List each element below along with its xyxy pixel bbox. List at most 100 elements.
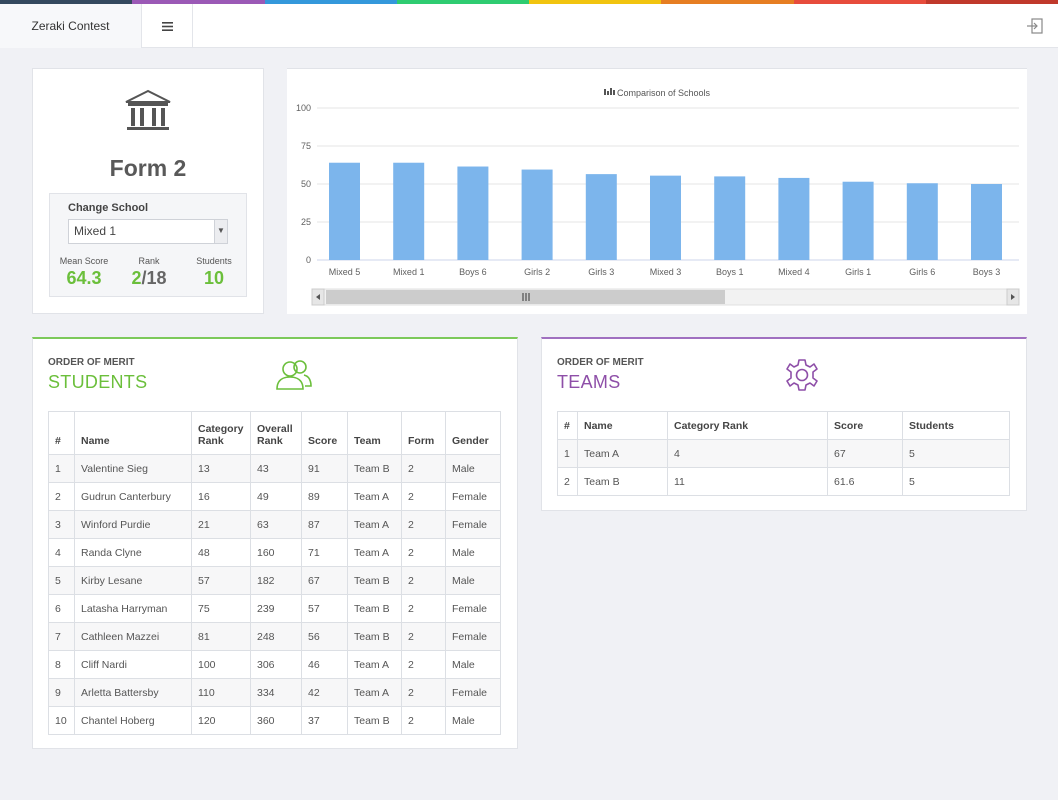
- students-col-header[interactable]: Form: [401, 411, 446, 455]
- teams-table-cell: Team B: [577, 467, 668, 496]
- teams-table-row[interactable]: 2 Team B 11 61.6 5: [557, 467, 1010, 496]
- chart-scroll-right-arrow-icon: [1011, 294, 1015, 300]
- chart-title: Comparison of Schools: [617, 88, 711, 98]
- teams-col-header[interactable]: Name: [577, 411, 668, 440]
- students-table-cell: 2: [401, 482, 446, 511]
- teams-table-header: # Name Category Rank Score Students: [557, 411, 1010, 440]
- teams-table-cell: 1: [557, 439, 578, 468]
- teams-table-cell: 2: [557, 467, 578, 496]
- teams-table-cell: 5: [902, 439, 1010, 468]
- mean-score-label: Mean Score: [59, 256, 109, 266]
- students-table-cell: 120: [191, 706, 251, 735]
- students-table-row[interactable]: 3 Winford Purdie 21 63 87 Team A 2 Female: [48, 510, 501, 539]
- chart-x-tick-label: Girls 6: [909, 267, 935, 277]
- strip-segment: [132, 0, 265, 4]
- students-col-header[interactable]: Gender: [445, 411, 501, 455]
- teams-merit-panel: ORDER OF MERIT TEAMS # Name Category Rank S…: [541, 337, 1027, 511]
- sign-out-icon[interactable]: [1026, 17, 1044, 35]
- students-col-header[interactable]: Score: [301, 411, 348, 455]
- students-col-header[interactable]: Overall Rank: [250, 411, 302, 455]
- students-table-row[interactable]: 6 Latasha Harryman 75 239 57 Team B 2 Female: [48, 594, 501, 623]
- students-table-header: # Name Category Rank Overall Rank Score Team F…: [48, 411, 501, 455]
- chart-y-tick-label: 0: [306, 255, 311, 265]
- students-table-cell: Cliff Nardi: [74, 650, 192, 679]
- school-box: Change School Mixed 1 ▼ Mean Score 64.3 …: [49, 193, 247, 297]
- students-table-cell: 110: [191, 678, 251, 707]
- teams-col-header[interactable]: #: [557, 411, 578, 440]
- chart-bar: [585, 174, 617, 260]
- students-table-cell: Gudrun Canterbury: [74, 482, 192, 511]
- students-table: # Name Category Rank Overall Rank Score Team F…: [48, 411, 501, 735]
- students-col-header[interactable]: Category Rank: [191, 411, 251, 455]
- students-col-header[interactable]: #: [48, 411, 75, 455]
- students-table-row[interactable]: 5 Kirby Lesane 57 182 67 Team B 2 Male: [48, 566, 501, 595]
- students-table-cell: 56: [301, 622, 348, 651]
- students-table-cell: 7: [48, 622, 75, 651]
- rank-position: 2: [131, 268, 142, 288]
- teams-col-header[interactable]: Students: [902, 411, 1010, 440]
- strip-segment: [0, 0, 133, 4]
- chart-y-tick-label: 25: [301, 217, 311, 227]
- chart-x-tick-label: Boys 6: [459, 267, 487, 277]
- teams-col-header[interactable]: Category Rank: [667, 411, 828, 440]
- teams-table-cell: 5: [902, 467, 1010, 496]
- students-table-cell: Male: [445, 706, 501, 735]
- chart-bar: [842, 181, 874, 260]
- mean-score-value: 64.3: [66, 268, 102, 288]
- students-table-cell: Kirby Lesane: [74, 566, 192, 595]
- chart-bar: [778, 177, 810, 260]
- students-table-cell: Chantel Hoberg: [74, 706, 192, 735]
- teams-col-header[interactable]: Score: [827, 411, 903, 440]
- students-table-cell: 16: [191, 482, 251, 511]
- students-count-value: 10: [203, 268, 225, 288]
- students-col-header[interactable]: Name: [74, 411, 192, 455]
- students-table-cell: Team A: [347, 482, 402, 511]
- students-table-cell: Female: [445, 510, 501, 539]
- form-title: Form 2: [109, 155, 187, 181]
- students-table-cell: 2: [401, 510, 446, 539]
- students-table-cell: 91: [301, 454, 348, 483]
- chart-x-tick-label: Girls 3: [588, 267, 614, 277]
- chart-bar-icon-bar: [610, 88, 612, 95]
- cog-icon: [786, 359, 818, 391]
- strip-segment: [529, 0, 662, 4]
- students-merit-title: STUDENTS: [48, 372, 148, 392]
- students-table-cell: 89: [301, 482, 348, 511]
- users-icon: [276, 360, 312, 390]
- chart-bar: [650, 175, 681, 260]
- navbar: Zeraki Contest: [0, 4, 1058, 48]
- students-table-cell: 57: [191, 566, 251, 595]
- school-select[interactable]: Mixed 1 ▼: [68, 219, 228, 244]
- students-table-row[interactable]: 4 Randa Clyne 48 160 71 Team A 2 Male: [48, 538, 501, 567]
- students-table-row[interactable]: 2 Gudrun Canterbury 16 49 89 Team A 2 Female: [48, 482, 501, 511]
- chart-bar-icon-bar: [613, 90, 615, 95]
- strip-segment: [661, 0, 794, 4]
- students-table-cell: Male: [445, 650, 501, 679]
- teams-table-row[interactable]: 1 Team A 4 67 5: [557, 439, 1010, 468]
- students-stat: Students 10: [190, 256, 238, 289]
- students-table-cell: 37: [301, 706, 348, 735]
- students-table-cell: 63: [250, 510, 302, 539]
- chart-x-tick-label: Mixed 5: [329, 267, 361, 277]
- students-table-cell: 4: [48, 538, 75, 567]
- students-table-cell: 49: [250, 482, 302, 511]
- students-table-row[interactable]: 9 Arletta Battersby 110 334 42 Team A 2 Female: [48, 678, 501, 707]
- comparison-chart: Comparison of Schools 0 25 50 75 100 Mixed 5 Mi…: [296, 88, 1020, 306]
- students-table-cell: 13: [191, 454, 251, 483]
- rank-label: Rank: [138, 256, 160, 266]
- students-table-row[interactable]: 8 Cliff Nardi 100 306 46 Team A 2 Male: [48, 650, 501, 679]
- students-table-cell: 87: [301, 510, 348, 539]
- chart-x-tick-label: Mixed 1: [393, 267, 425, 277]
- menu-toggle-button[interactable]: [142, 4, 193, 48]
- brand-title[interactable]: Zeraki Contest: [0, 4, 142, 48]
- students-col-header[interactable]: Team: [347, 411, 402, 455]
- students-table-cell: Female: [445, 678, 501, 707]
- students-table-cell: 8: [48, 650, 75, 679]
- students-table-row[interactable]: 7 Cathleen Mazzei 81 248 56 Team B 2 Female: [48, 622, 501, 651]
- students-table-row[interactable]: 10 Chantel Hoberg 120 360 37 Team B 2 Male: [48, 706, 501, 735]
- students-table-cell: Female: [445, 594, 501, 623]
- teams-merit-subtitle: ORDER OF MERIT: [557, 357, 644, 368]
- chart-x-tick-label: Mixed 4: [778, 267, 810, 277]
- students-table-row[interactable]: 1 Valentine Sieg 13 43 91 Team B 2 Male: [48, 454, 501, 483]
